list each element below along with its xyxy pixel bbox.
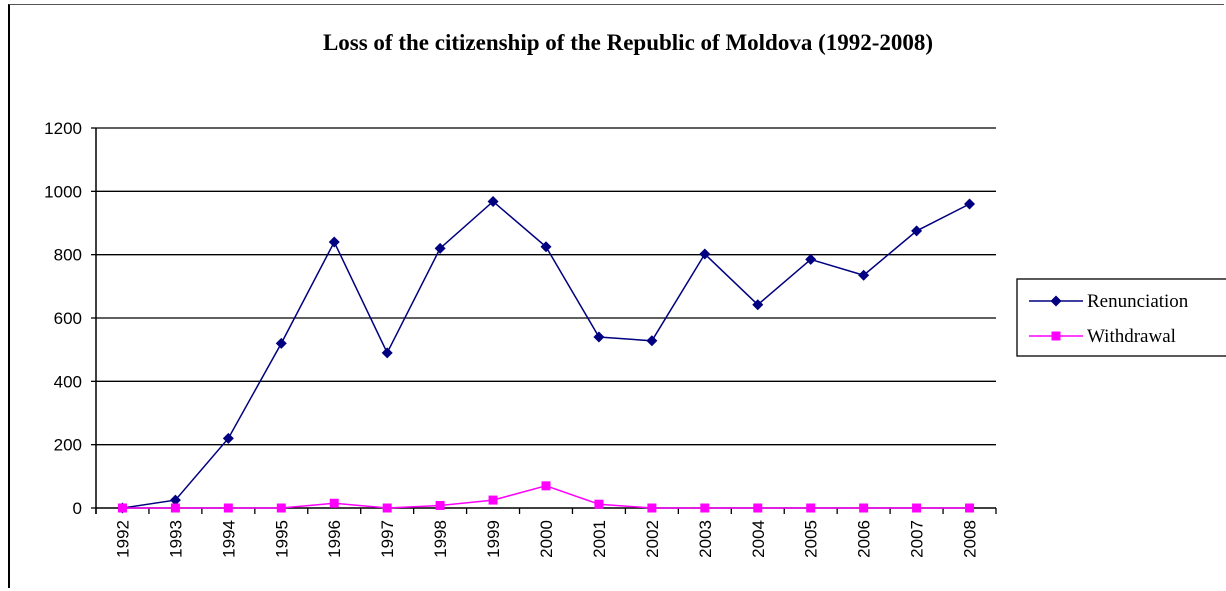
x-tick-label: 1992 <box>113 520 132 558</box>
data-point-renunciation <box>593 331 605 343</box>
x-tick-label: 2003 <box>696 520 715 558</box>
legend-label-withdrawal: Withdrawal <box>1087 326 1176 347</box>
data-point-withdrawal <box>912 503 922 513</box>
x-tick-label: 1994 <box>219 520 238 558</box>
x-tick-label: 2000 <box>537 520 556 558</box>
data-point-withdrawal <box>276 503 286 513</box>
x-tick-label: 2007 <box>908 520 927 558</box>
data-point-renunciation <box>964 198 976 210</box>
data-point-withdrawal <box>117 503 127 513</box>
x-tick-label: 1998 <box>431 520 450 558</box>
data-point-withdrawal <box>382 503 392 513</box>
data-point-withdrawal <box>647 503 657 513</box>
data-point-renunciation <box>381 347 393 359</box>
data-point-withdrawal <box>753 503 763 513</box>
data-point-withdrawal <box>806 503 816 513</box>
y-tick-label: 600 <box>54 309 82 328</box>
data-point-withdrawal <box>541 481 551 491</box>
y-tick-label: 400 <box>54 372 82 391</box>
x-tick-label: 1999 <box>484 520 503 558</box>
data-point-renunciation <box>275 337 287 349</box>
data-point-renunciation <box>752 299 764 311</box>
data-point-renunciation <box>699 248 711 260</box>
legend-marker-withdrawal <box>1051 331 1061 341</box>
axis-layer: 0 200 400 600 800 1000 1200 1992 1993 1994 1995 199… <box>44 119 997 558</box>
legend-label-renunciation: Renunciation <box>1087 291 1189 312</box>
data-point-withdrawal <box>488 495 498 505</box>
legend-marker-renunciation <box>1050 295 1062 307</box>
data-point-withdrawal <box>435 500 445 510</box>
data-point-withdrawal <box>700 503 710 513</box>
legend-box <box>1016 278 1226 357</box>
series-layer <box>116 195 976 514</box>
data-point-renunciation <box>487 195 499 207</box>
legend: Renunciation Withdrawal <box>1016 278 1226 357</box>
x-tick-label: 2001 <box>590 520 609 558</box>
data-point-renunciation <box>858 269 870 281</box>
data-point-renunciation <box>169 494 181 506</box>
data-point-withdrawal <box>329 498 339 508</box>
data-point-renunciation <box>805 253 817 265</box>
y-tick-label: 200 <box>54 436 82 455</box>
data-point-renunciation <box>328 236 340 248</box>
data-point-renunciation <box>434 242 446 254</box>
y-tick-label: 1000 <box>44 182 82 201</box>
data-point-renunciation <box>911 225 923 237</box>
data-point-renunciation <box>222 432 234 444</box>
data-point-withdrawal <box>594 499 604 509</box>
x-tick-label: 2008 <box>961 520 980 558</box>
x-tick-label: 1997 <box>378 520 397 558</box>
y-tick-label: 0 <box>73 499 82 518</box>
x-tick-label: 1993 <box>166 520 185 558</box>
x-tick-label: 2004 <box>749 520 768 558</box>
data-point-withdrawal <box>859 503 869 513</box>
data-point-withdrawal <box>223 503 233 513</box>
x-tick-label: 1995 <box>272 520 291 558</box>
chart-title: Loss of the citizenship of the Republic … <box>322 30 934 55</box>
data-point-withdrawal <box>965 503 975 513</box>
y-tick-label: 1200 <box>44 119 82 138</box>
y-tick-label: 800 <box>54 246 82 265</box>
grid-layer <box>96 127 996 446</box>
data-point-renunciation <box>646 335 658 347</box>
x-tick-label: 2006 <box>855 520 874 558</box>
x-tick-label: 2002 <box>643 520 662 558</box>
data-point-renunciation <box>540 241 552 253</box>
x-tick-label: 2005 <box>802 520 821 558</box>
data-point-withdrawal <box>170 503 180 513</box>
x-tick-label: 1996 <box>325 520 344 558</box>
